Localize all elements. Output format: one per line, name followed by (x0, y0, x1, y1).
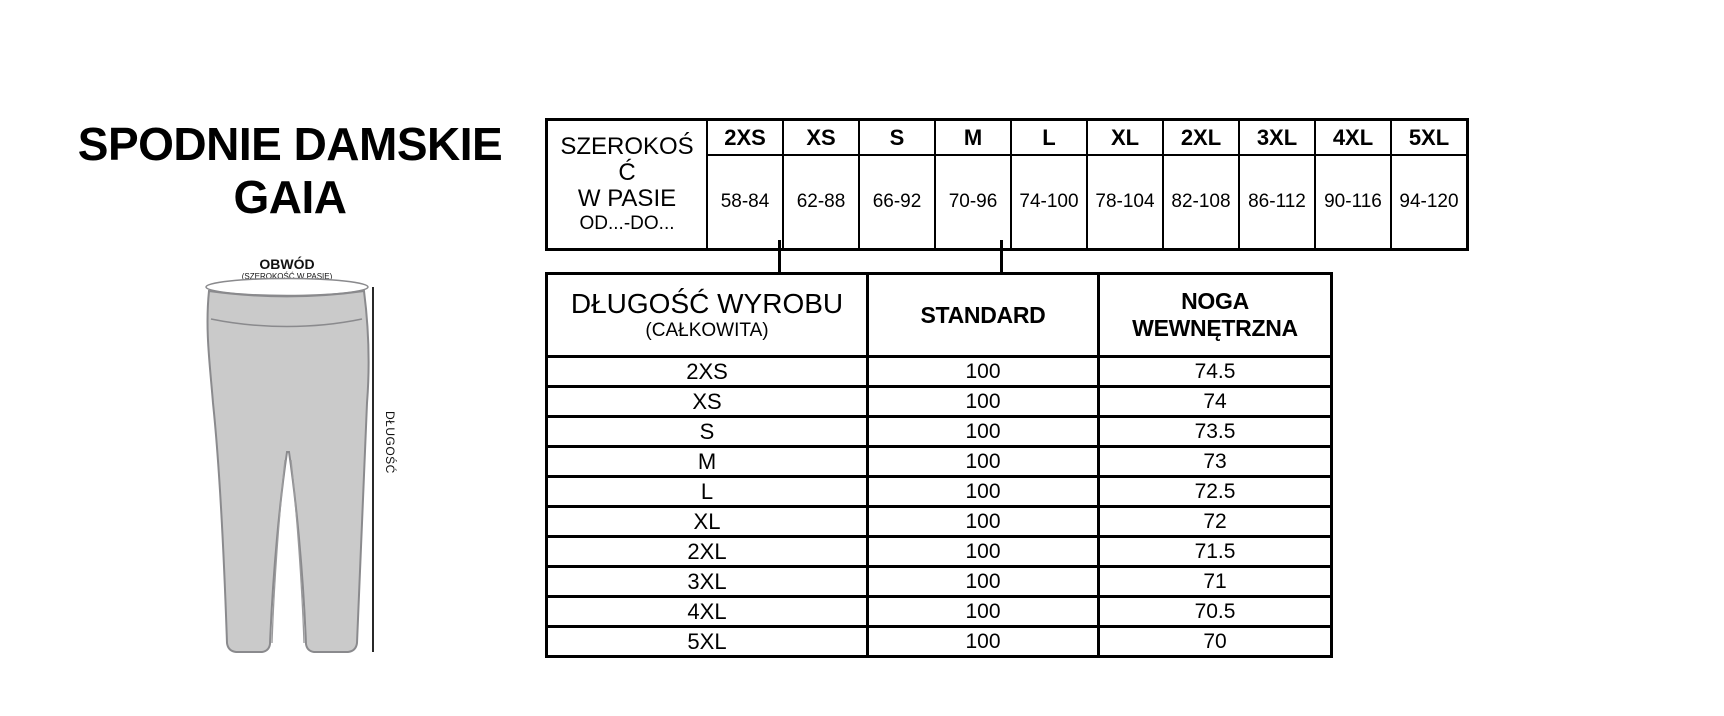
standard-cell: 100 (866, 505, 1100, 538)
length-table-row: XL 100 72 (545, 505, 1333, 538)
size-header-cell: S (858, 118, 936, 156)
length-header-cell: DŁUGOŚĆ WYROBU (CAŁKOWITA) (545, 272, 869, 358)
size-cell: S (545, 415, 869, 448)
size-cell: XL (545, 505, 869, 538)
inner-leg-header-cell: NOGA WEWNĘTRZNA (1097, 272, 1333, 358)
standard-cell: 100 (866, 535, 1100, 568)
length-table-row: 3XL 100 71 (545, 565, 1333, 598)
standard-cell: 100 (866, 565, 1100, 598)
standard-cell: 100 (866, 445, 1100, 478)
waist-range-cell: 90-116 (1314, 154, 1392, 251)
waist-range-cell: 74-100 (1010, 154, 1088, 251)
standard-cell: 100 (866, 355, 1100, 388)
inner-leg-cell: 70 (1097, 625, 1333, 658)
left-leg-seam (271, 459, 286, 644)
size-header-cell: L (1010, 118, 1088, 156)
size-range-row: 58-84 62-88 66-92 70-96 74-100 78-104 82-108 86… (547, 154, 1469, 251)
standard-header-cell: STANDARD (866, 272, 1100, 358)
size-header-cell: 3XL (1238, 118, 1316, 156)
page-title: SPODNIE DAMSKIE GAIA (55, 118, 525, 224)
standard-cell: 100 (866, 475, 1100, 508)
length-header-main: DŁUGOŚĆ WYROBU (570, 288, 844, 319)
inner-leg-cell: 70.5 (1097, 595, 1333, 628)
waist-range-cell: 86-112 (1238, 154, 1316, 251)
standard-cell: 100 (866, 595, 1100, 628)
table-connector-line-left (778, 240, 781, 274)
length-table-header-row: DŁUGOŚĆ WYROBU (CAŁKOWITA) STANDARD NOGA… (545, 272, 1333, 358)
size-cell: 3XL (545, 565, 869, 598)
waist-header-line: Ć (618, 158, 636, 186)
waist-header-line: W PASIE (577, 184, 677, 212)
size-header-cell: 2XL (1162, 118, 1240, 156)
length-table-row: 4XL 100 70.5 (545, 595, 1333, 628)
length-table-row: L 100 72.5 (545, 475, 1333, 508)
inner-leg-cell: 73 (1097, 445, 1333, 478)
inner-leg-cell: 74 (1097, 385, 1333, 418)
length-table-row: S 100 73.5 (545, 415, 1333, 448)
size-header-row: SZEROKOŚ Ć W PASIE OD...-DO... 2XS XS S M L X… (545, 118, 1469, 251)
length-header-sub: (CAŁKOWITA) (645, 320, 769, 341)
waist-range-cell: 94-120 (1390, 154, 1469, 251)
waist-label: OBWÓD (259, 255, 314, 272)
size-cell: XS (545, 385, 869, 418)
inner-leg-cell: 71 (1097, 565, 1333, 598)
inner-leg-cell: 73.5 (1097, 415, 1333, 448)
waist-header-line: SZEROKOŚ (560, 132, 694, 160)
waist-range-cell: 78-104 (1086, 154, 1164, 251)
standard-cell: 100 (866, 415, 1100, 448)
size-header-cell: 2XS (706, 118, 784, 156)
waist-range-cell: 66-92 (858, 154, 936, 251)
standard-cell: 100 (866, 625, 1100, 658)
size-cell: M (545, 445, 869, 478)
waist-sublabel: (SZEROKOŚĆ W PASIE) (242, 272, 333, 281)
size-header-cell: XS (782, 118, 860, 156)
waist-width-header-cell: SZEROKOŚ Ć W PASIE OD...-DO... (545, 118, 708, 251)
waist-range-cell: 70-96 (934, 154, 1012, 251)
length-table-row: XS 100 74 (545, 385, 1333, 418)
page-title-line-2: GAIA (233, 171, 348, 223)
inner-leg-cell: 71.5 (1097, 535, 1333, 568)
table-connector-line-right (1000, 240, 1003, 274)
length-table: DŁUGOŚĆ WYROBU (CAŁKOWITA) STANDARD NOGA… (545, 272, 1333, 658)
length-label: DŁUGOŚĆ (383, 411, 398, 474)
length-table-row: 5XL 100 70 (545, 625, 1333, 658)
size-header-cell: 4XL (1314, 118, 1392, 156)
waistband-seam (210, 318, 363, 328)
waist-range-cell: 58-84 (706, 154, 784, 251)
standard-cell: 100 (866, 385, 1100, 418)
page-title-line-1: SPODNIE DAMSKIE (77, 118, 503, 170)
length-table-row: 2XL 100 71.5 (545, 535, 1333, 568)
pants-diagram: OBWÓD (SZEROKOŚĆ W PASIE) DŁUGOŚĆ (205, 255, 398, 653)
length-table-row: M 100 73 (545, 445, 1333, 478)
waist-header-line: OD...-DO... (579, 212, 675, 234)
size-header-cell: 5XL (1390, 118, 1469, 156)
inner-leg-cell: 72.5 (1097, 475, 1333, 508)
waist-range-cell: 62-88 (782, 154, 860, 251)
inner-leg-cell: 74.5 (1097, 355, 1333, 388)
size-cell: 5XL (545, 625, 869, 658)
size-cell: 4XL (545, 595, 869, 628)
pants-shape (206, 289, 370, 653)
size-cell: 2XL (545, 535, 869, 568)
size-cell: L (545, 475, 869, 508)
waist-range-cell: 82-108 (1162, 154, 1240, 251)
size-header-cell: XL (1086, 118, 1164, 156)
length-table-row: 2XS 100 74.5 (545, 355, 1333, 388)
size-cell: 2XS (545, 355, 869, 388)
right-leg-seam (290, 459, 305, 644)
inner-leg-cell: 72 (1097, 505, 1333, 538)
size-header-cell: M (934, 118, 1012, 156)
waist-width-table: SZEROKOŚ Ć W PASIE OD...-DO... 2XS XS S M L X… (545, 118, 1469, 251)
